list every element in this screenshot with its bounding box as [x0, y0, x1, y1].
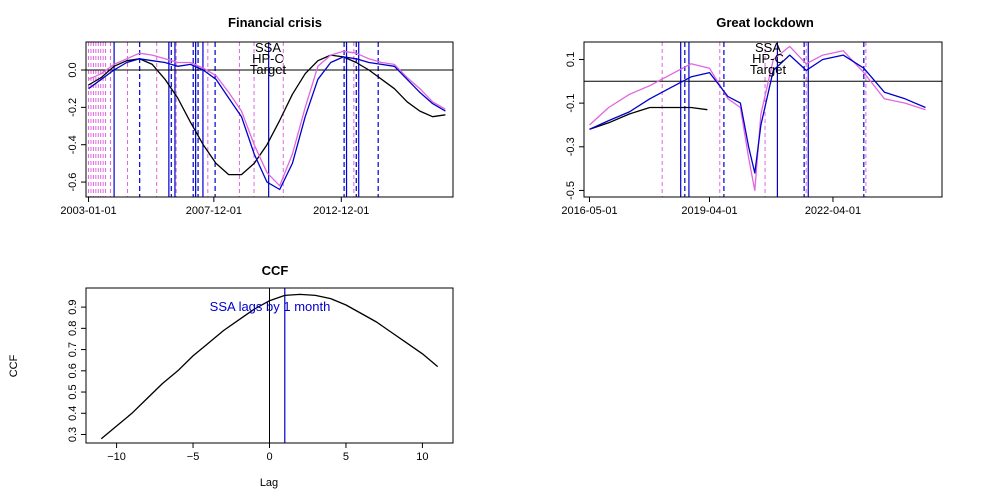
plot-frame — [583, 41, 943, 198]
series-line-hp-c — [589, 45, 926, 192]
y-tick-label: 0.9 — [67, 299, 79, 314]
y-tick-label: 0.7 — [67, 342, 79, 357]
legend-ssa: SSA — [255, 40, 281, 55]
y-tick-label: 0.3 — [67, 427, 79, 442]
chart-title: Financial crisis — [228, 15, 322, 30]
x-tick-label: 2012-12-01 — [313, 205, 369, 217]
y-axis-label: CCF — [8, 354, 20, 377]
series-line-ssa — [589, 54, 926, 174]
x-tick-label: 0 — [266, 451, 272, 463]
series-line-target — [589, 106, 708, 130]
y-tick-label: -0.2 — [67, 98, 79, 117]
x-axis: 2003-01-01 2007-12-01 2012-12-01 — [60, 197, 369, 217]
panel-ccf: CCF SSA lags by 1 month −10 −5 0 5 10 0.3 0.4… — [8, 263, 454, 489]
legend-ssa: SSA — [755, 40, 781, 55]
y-tick-label: 0.0 — [67, 62, 79, 77]
panel-financial-crisis: Financial crisis SSA HP-C Target 2003-01… — [60, 15, 454, 217]
panel-great-lockdown: Great lockdown SSA HP-C Target 2016-05-0… — [561, 15, 943, 217]
y-tick-label: -0.6 — [67, 173, 79, 192]
x-axis-label: Lag — [260, 477, 278, 489]
x-tick-label: 2016-05-01 — [561, 205, 617, 217]
legend-hp: HP-C — [252, 51, 284, 66]
y-tick-label: -0.4 — [67, 135, 79, 154]
x-tick-label: 2019-04-01 — [681, 205, 737, 217]
plot-marks — [86, 42, 453, 197]
x-tick-label: 2007-12-01 — [186, 205, 242, 217]
x-axis: 2016-05-01 2019-04-01 2022-04-01 — [561, 197, 861, 217]
x-tick-label: 10 — [416, 451, 428, 463]
series-line-ccf — [100, 293, 439, 440]
series-line-hp-c — [88, 50, 446, 187]
y-tick-label: 0.5 — [67, 384, 79, 399]
x-tick-label: 5 — [343, 451, 349, 463]
y-tick-label: 0.4 — [67, 406, 79, 421]
x-tick-label: 2022-04-01 — [805, 205, 861, 217]
x-axis: −10 −5 0 5 10 — [107, 443, 429, 463]
y-tick-label: 0.6 — [67, 363, 79, 378]
legend-target: Target — [250, 62, 287, 77]
x-tick-label: 2003-01-01 — [60, 205, 116, 217]
x-tick-label: −5 — [187, 451, 200, 463]
y-axis: 0.3 0.4 0.5 0.6 0.7 0.8 0.9 — [67, 299, 86, 442]
legend-target: Target — [750, 62, 787, 77]
y-tick-label: -0.3 — [565, 137, 577, 156]
y-axis: 0.1 -0.1 -0.3 -0.5 — [565, 52, 584, 200]
plot-frame — [85, 41, 454, 198]
chart-title: CCF — [262, 263, 289, 278]
plot-marks — [100, 288, 439, 443]
legend-hp: HP-C — [752, 51, 784, 66]
y-tick-label: 0.1 — [565, 52, 577, 67]
x-tick-label: −10 — [107, 451, 126, 463]
plot-marks — [584, 42, 942, 197]
ccf-annotation: SSA lags by 1 month — [210, 299, 331, 314]
chart-title: Great lockdown — [716, 15, 814, 30]
series-line-ssa — [88, 56, 446, 191]
y-tick-label: -0.1 — [565, 94, 577, 113]
series-line-target — [88, 54, 446, 176]
y-tick-label: -0.5 — [565, 181, 577, 200]
y-axis: 0.0 -0.2 -0.4 -0.6 — [67, 62, 86, 192]
y-tick-label: 0.8 — [67, 321, 79, 336]
